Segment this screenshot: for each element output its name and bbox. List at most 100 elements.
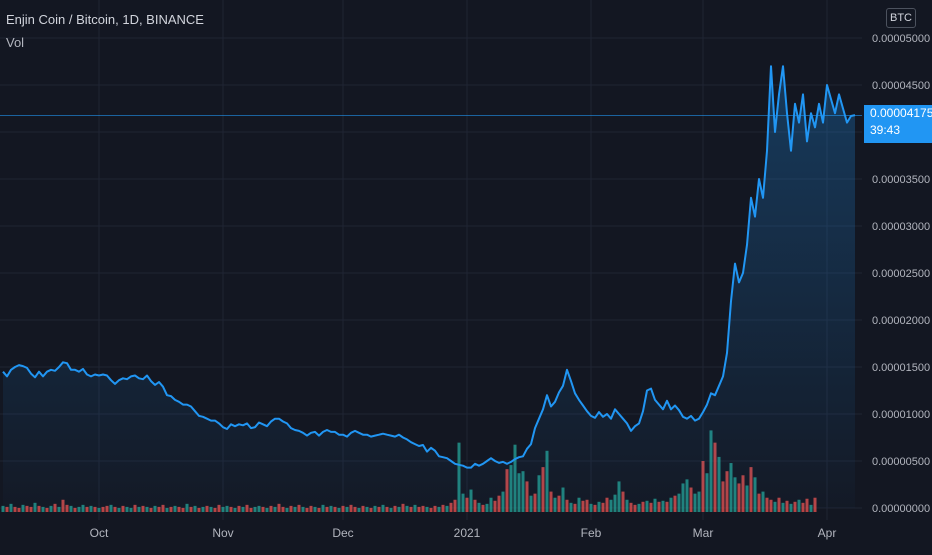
volume-bar [233, 507, 237, 512]
volume-bar [93, 506, 97, 512]
y-tick-label: 0.00000000 [872, 503, 930, 515]
volume-bar [305, 507, 309, 512]
volume-bar [253, 506, 257, 512]
volume-bar [269, 505, 273, 512]
volume-bar [125, 506, 129, 512]
volume-bar [441, 504, 445, 512]
volume-bar [593, 504, 597, 512]
volume-bar [481, 504, 485, 512]
x-axis: Oct Nov Dec 2021 Feb Mar Apr [90, 526, 837, 540]
volume-bar [157, 506, 161, 512]
volume-bar [57, 506, 61, 512]
y-tick-label: 0.00002000 [872, 315, 930, 327]
volume-bar [41, 506, 45, 512]
currency-badge[interactable]: BTC [886, 8, 916, 28]
volume-bar [85, 506, 89, 512]
volume-bar [261, 506, 265, 512]
volume-bar [381, 504, 385, 512]
volume-bar [149, 507, 153, 512]
y-tick-label: 0.00001000 [872, 409, 930, 421]
volume-bar [377, 506, 381, 512]
volume-bar [341, 505, 345, 512]
volume-bar [393, 505, 397, 512]
volume-bar [165, 507, 169, 512]
volume-bar [361, 505, 365, 512]
volume-bar [297, 504, 301, 512]
volume-bar [445, 505, 449, 512]
volume-bar [249, 507, 253, 512]
y-tick-label: 0.00000500 [872, 456, 930, 468]
volume-bar [365, 506, 369, 512]
price-line-layer [2, 65, 856, 469]
volume-bar [293, 506, 297, 512]
volume-bar [105, 505, 109, 512]
volume-bar [117, 507, 121, 512]
volume-bar [5, 506, 9, 512]
volume-bar [89, 505, 93, 512]
volume-bar [101, 506, 105, 512]
volume-bar [221, 506, 225, 512]
last-price-value: 0.00004175 [870, 106, 932, 120]
volume-bar [405, 505, 409, 512]
volume-bar [209, 506, 213, 512]
volume-bar [257, 505, 261, 512]
volume-bar [413, 504, 417, 512]
volume-bar [433, 505, 437, 512]
volume-bar [229, 506, 233, 512]
x-tick-label: Dec [332, 526, 353, 540]
volume-bar [73, 507, 77, 512]
volume-bar [397, 506, 401, 512]
volume-bar [317, 507, 321, 512]
volume-bar [369, 507, 373, 512]
symbol-title[interactable]: Enjin Coin / Bitcoin, 1D, BINANCE [6, 12, 204, 27]
volume-bar [809, 504, 813, 512]
volume-bar [385, 506, 389, 512]
volume-bar [213, 507, 217, 512]
volume-bar [173, 505, 177, 512]
volume-bar [281, 506, 285, 512]
volume-bar [201, 506, 205, 512]
volume-bar [145, 506, 149, 512]
volume-bar [65, 504, 69, 512]
volume-bar [45, 507, 49, 512]
volume-bar [237, 505, 241, 512]
volume-bar [273, 506, 277, 512]
volume-bar [265, 507, 269, 512]
x-tick-label: 2021 [454, 526, 481, 540]
volume-bar [421, 505, 425, 512]
volume-bar [633, 504, 637, 512]
volume-bar [321, 504, 325, 512]
volume-bar [97, 507, 101, 512]
volume-bar [217, 504, 221, 512]
volume-bar [113, 506, 117, 512]
volume-bar [245, 504, 249, 512]
x-tick-label: Mar [693, 526, 714, 540]
volume-bar [17, 507, 21, 512]
volume-bar [309, 505, 313, 512]
volume-bar [133, 504, 137, 512]
y-tick-label: 0.00001500 [872, 362, 930, 374]
volume-bar [429, 507, 433, 512]
price-line[interactable] [2, 65, 856, 469]
volume-bar [357, 507, 361, 512]
volume-bar [425, 506, 429, 512]
volume-bar [153, 505, 157, 512]
y-tick-label: 0.00005000 [872, 33, 930, 45]
volume-bar [189, 506, 193, 512]
volume-bar [333, 506, 337, 512]
last-price-tag: 0.00004175 39:43 [864, 105, 932, 143]
volume-indicator-label[interactable]: Vol [6, 35, 25, 50]
volume-bar [29, 506, 33, 512]
volume-bar [337, 507, 341, 512]
volume-bar [205, 505, 209, 512]
x-tick-label: Apr [818, 526, 837, 540]
y-tick-label: 0.00002500 [872, 268, 930, 280]
volume-bar [193, 505, 197, 512]
volume-bar [77, 506, 81, 512]
volume-bar [25, 505, 29, 512]
x-tick-label: Oct [90, 526, 109, 540]
candle-countdown: 39:43 [870, 123, 901, 137]
volume-bar [345, 506, 349, 512]
